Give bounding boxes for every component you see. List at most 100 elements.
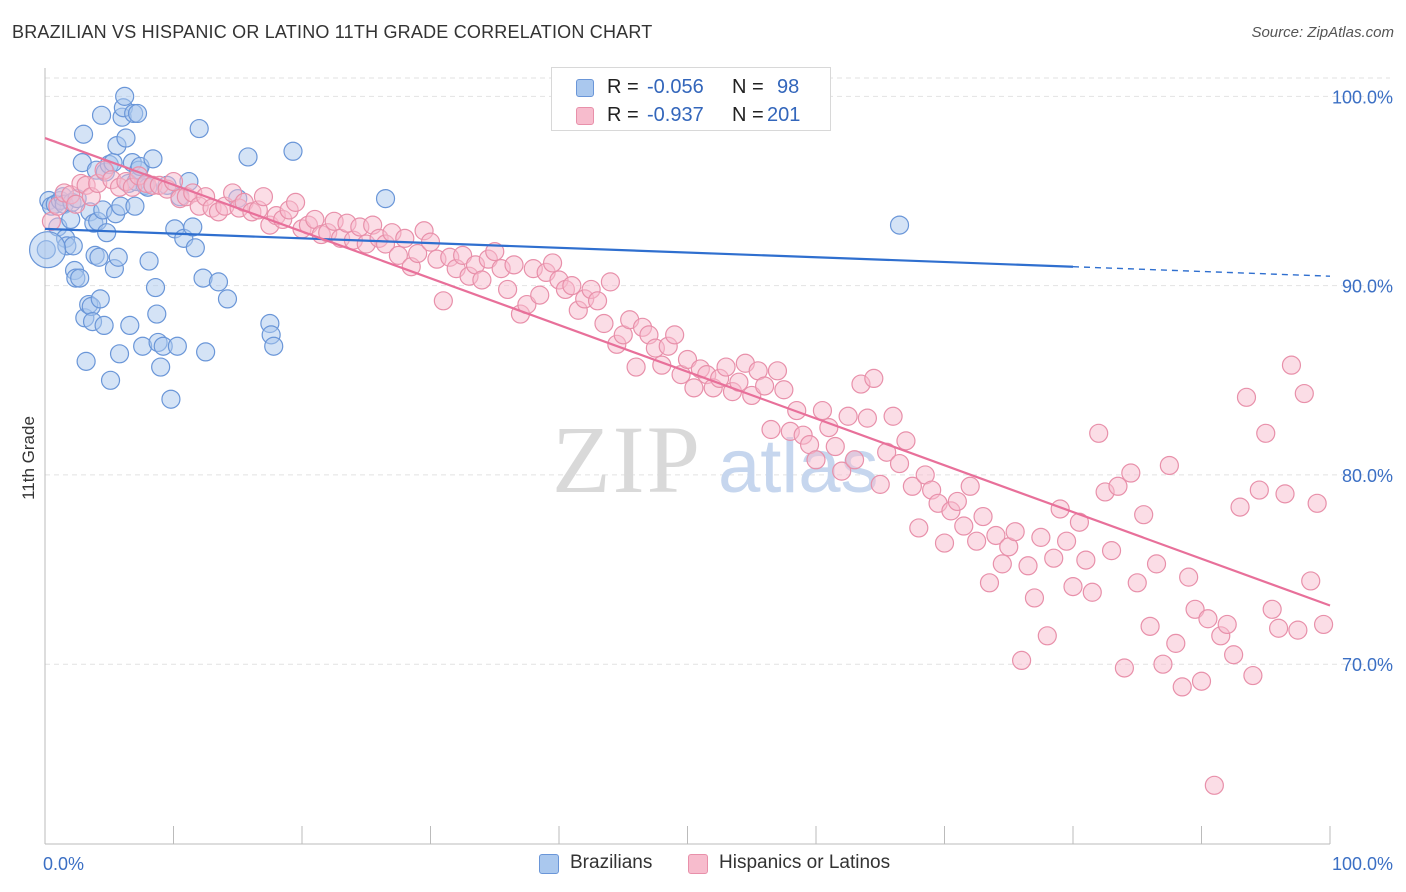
trendline-brazilians (44, 227, 1074, 268)
watermark-zip: ZIP (552, 406, 702, 513)
series-legend-swatch-blue (539, 854, 559, 874)
point-brazilians (217, 289, 238, 309)
points-layer (28, 86, 1334, 795)
point-hispanics (1262, 599, 1282, 619)
point-brazilians (70, 268, 90, 288)
point-hispanics (1121, 463, 1141, 483)
point-hispanics (973, 506, 993, 527)
point-hispanics (1294, 383, 1314, 404)
point-hispanics (832, 461, 852, 481)
point-hispanics (986, 525, 1006, 546)
point-brazilians (115, 86, 135, 106)
point-hispanics (1037, 626, 1057, 646)
point-hispanics (1217, 614, 1237, 635)
y-axis-label: 11th Grade (19, 416, 38, 500)
point-hispanics (1301, 571, 1321, 591)
trendline-hispanics (44, 136, 1331, 607)
point-brazilians (125, 196, 145, 216)
point-brazilians (90, 289, 110, 309)
point-hispanics (504, 255, 524, 275)
series-legend-label-brazilians: Brazilians (570, 852, 653, 873)
point-hispanics (1166, 633, 1186, 653)
point-hispanics (388, 245, 408, 265)
trend-layer (44, 136, 1331, 607)
point-hispanics (934, 533, 955, 553)
point-hispanics (947, 491, 967, 512)
point-brazilians (208, 272, 229, 292)
point-hispanics (1281, 355, 1302, 375)
y-tick-label: 80.0% (1342, 466, 1393, 486)
point-hispanics (1011, 650, 1032, 671)
point-hispanics (1243, 665, 1263, 686)
point-hispanics (1082, 582, 1102, 602)
point-hispanics (979, 573, 1000, 593)
legend-r-value: -0.056 (647, 76, 704, 98)
point-brazilians (109, 344, 130, 364)
point-hispanics (677, 349, 698, 370)
point-hispanics (716, 357, 736, 377)
point-hispanics (433, 291, 453, 311)
series-legend-swatch-pink (688, 854, 708, 874)
point-hispanics (909, 518, 929, 538)
point-hispanics (1114, 658, 1135, 678)
point-hispanics (600, 272, 621, 292)
legend-swatch-blue (576, 79, 594, 97)
point-hispanics (838, 406, 858, 426)
series-legend-label-hispanics: Hispanics or Latinos (719, 852, 891, 873)
point-hispanics (562, 276, 582, 296)
point-hispanics (587, 291, 608, 311)
point-brazilians (116, 128, 136, 148)
point-hispanics (1307, 493, 1327, 513)
point-hispanics (967, 531, 987, 551)
point-brazilians (183, 217, 203, 237)
point-hispanics (857, 408, 878, 428)
point-hispanics (594, 313, 614, 334)
point-brazilians (108, 247, 128, 267)
point-hispanics (253, 187, 274, 207)
point-hispanics (1063, 576, 1083, 597)
point-brazilians (63, 236, 83, 256)
series-legend: Brazilians Hispanics or Latinos (0, 852, 1406, 882)
point-hispanics (864, 368, 884, 388)
point-hispanics (1140, 616, 1160, 636)
point-hispanics (992, 554, 1012, 574)
legend-n-label: N = (732, 76, 764, 98)
legend-n-value: 201 (767, 104, 801, 126)
point-hispanics (954, 516, 974, 536)
point-brazilians (196, 342, 216, 362)
point-hispanics (1159, 455, 1179, 476)
chart-title: BRAZILIAN VS HISPANIC OR LATINO 11TH GRA… (12, 22, 653, 42)
point-brazilians (100, 370, 121, 390)
point-brazilians (147, 304, 167, 324)
point-hispanics (395, 228, 415, 248)
point-hispanics (806, 450, 826, 470)
point-brazilians (264, 336, 284, 356)
source-credit: Source: ZipAtlas.com (1251, 24, 1394, 41)
point-hispanics (1089, 423, 1109, 443)
point-hispanics (883, 406, 903, 426)
point-hispanics (1101, 541, 1122, 561)
legend-swatch-pink (576, 107, 594, 125)
legend-r-label: R = (607, 104, 639, 126)
point-hispanics (1268, 618, 1289, 638)
point-hispanics (1134, 505, 1154, 525)
stats-legend-row-brazilians: R = -0.056 N = 98 (552, 73, 830, 101)
point-hispanics (1108, 476, 1128, 496)
y-tick-label: 100.0% (1332, 87, 1393, 107)
point-hispanics (1146, 554, 1167, 574)
point-hispanics (896, 431, 916, 451)
point-hispanics (1018, 556, 1038, 576)
point-hispanics (1031, 527, 1051, 547)
stats-legend: R = -0.056 N = 98 R = -0.937 N = 201 (551, 67, 831, 131)
point-hispanics (844, 450, 865, 470)
point-brazilians (76, 351, 96, 371)
point-brazilians (91, 105, 112, 125)
point-hispanics (1256, 423, 1276, 443)
point-hispanics (1050, 499, 1070, 519)
point-hispanics (472, 270, 492, 290)
point-brazilians (375, 188, 396, 209)
point-brazilians (73, 124, 94, 144)
point-hispanics (542, 253, 563, 273)
point-hispanics (1198, 609, 1218, 629)
point-hispanics (761, 419, 781, 440)
